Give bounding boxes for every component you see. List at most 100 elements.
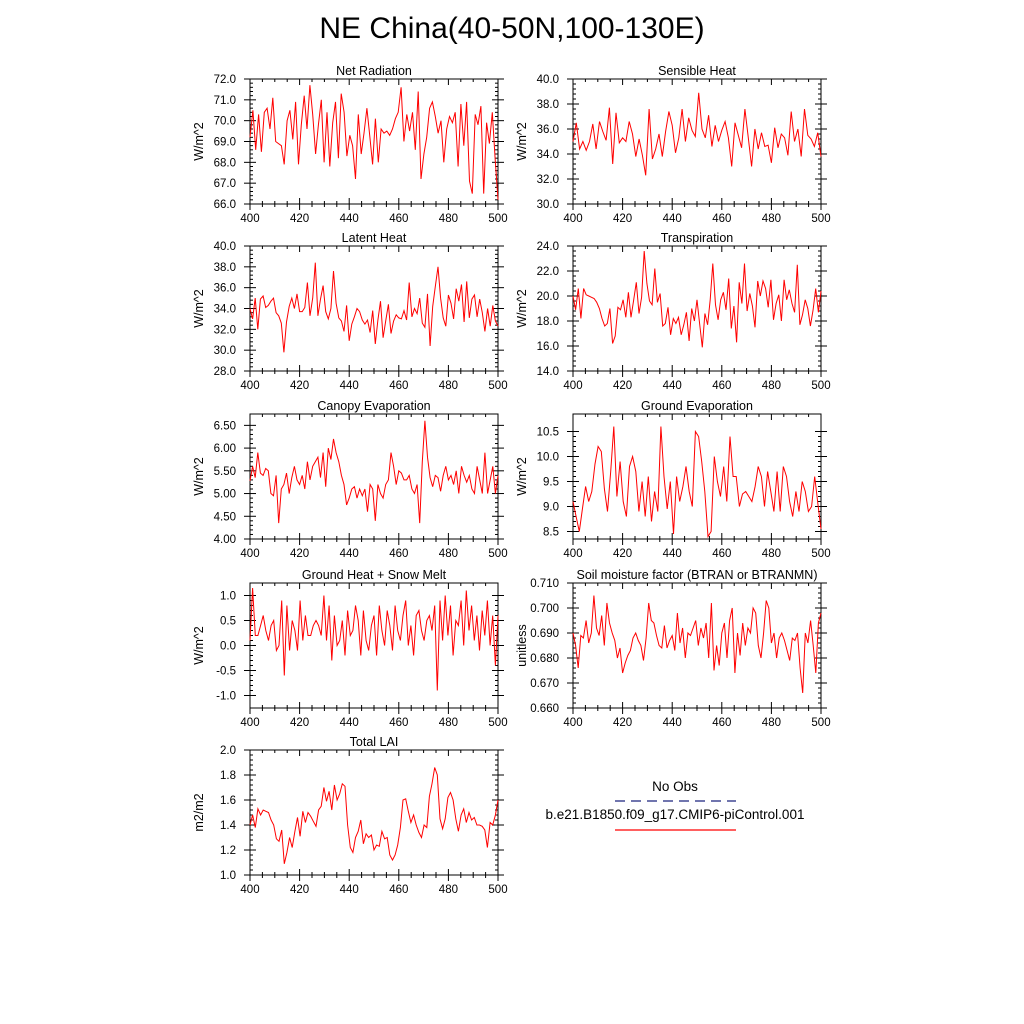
x-tick-label: 400 (240, 213, 259, 225)
plot-frame (249, 245, 499, 372)
y-tick-label: 30.0 (214, 345, 236, 357)
y-axis-label: W/m^2 (515, 457, 529, 496)
y-tick-label: 38.0 (214, 262, 236, 274)
x-tick-label: 440 (340, 380, 359, 392)
x-tick-label: 420 (613, 717, 632, 729)
y-tick-label: 66.0 (214, 199, 236, 211)
series-line-ground-heat-snow-melt (249, 587, 499, 691)
y-tick-label: 9.0 (543, 502, 559, 514)
y-tick-label: 1.8 (220, 770, 236, 782)
series-line-ground-evaporation (572, 426, 822, 539)
y-tick-label: 22.0 (537, 266, 559, 278)
y-axis-label: W/m^2 (192, 626, 206, 665)
x-tick-label: 480 (439, 884, 458, 896)
panel-title: Soil moisture factor (BTRAN or BTRANMN) (576, 568, 817, 582)
x-tick-label: 480 (439, 380, 458, 392)
x-tick-label: 480 (439, 213, 458, 225)
y-tick-label: 16.0 (537, 341, 559, 353)
y-tick-label: 5.50 (214, 466, 236, 478)
y-tick-label: -1.0 (216, 691, 236, 703)
x-tick-label: 460 (712, 717, 731, 729)
y-tick-label: 72.0 (214, 74, 236, 86)
y-tick-label: 30.0 (537, 199, 559, 211)
panel-title: Total LAI (350, 735, 399, 749)
x-tick-label: 460 (712, 213, 731, 225)
x-tick-label: 440 (340, 213, 359, 225)
x-tick-label: 440 (340, 717, 359, 729)
x-tick-label: 500 (488, 548, 507, 560)
x-tick-label: 400 (240, 548, 259, 560)
y-tick-label: 0.670 (530, 678, 559, 690)
panel-sensible-heat: Sensible Heat W/m^2 400 420 440 460 480 500 30.0… (515, 64, 831, 225)
x-tick-label: 400 (563, 548, 582, 560)
y-tick-label: 32.0 (214, 324, 236, 336)
x-tick-label: 400 (563, 380, 582, 392)
x-tick-label: 500 (811, 717, 830, 729)
x-tick-label: 440 (663, 548, 682, 560)
x-tick-label: 480 (762, 717, 781, 729)
y-tick-label: 36.0 (537, 124, 559, 136)
series-line-soil-moisture-factor-btran-or-btranmn (572, 595, 822, 694)
legend-obs-label: No Obs (652, 779, 698, 794)
x-tick-label: 400 (240, 380, 259, 392)
y-tick-label: 0.660 (530, 703, 559, 715)
x-tick-label: 440 (663, 380, 682, 392)
series-line-canopy-evaporation (249, 420, 499, 524)
y-tick-label: 1.4 (220, 820, 237, 832)
y-tick-label: 14.0 (537, 366, 559, 378)
y-tick-label: 4.50 (214, 511, 236, 523)
panel-title: Sensible Heat (658, 64, 736, 78)
plot-frame (572, 78, 822, 205)
x-tick-label: 480 (762, 213, 781, 225)
y-tick-label: 1.0 (220, 591, 236, 603)
y-tick-label: 6.00 (214, 443, 236, 455)
series-line-latent-heat (249, 262, 499, 353)
y-axis-label: m2/m2 (192, 793, 206, 831)
x-tick-label: 500 (488, 884, 507, 896)
y-tick-label: 10.0 (537, 452, 559, 464)
figure-title: NE China(40-50N,100-130E) (319, 12, 705, 45)
x-tick-label: 440 (663, 213, 682, 225)
y-axis-label: W/m^2 (515, 122, 529, 161)
series-line-sensible-heat (572, 92, 822, 176)
panel-total-lai: Total LAI m2/m2 400 420 440 460 480 500 1.0 1.2 1.… (192, 735, 508, 896)
x-tick-label: 440 (663, 717, 682, 729)
y-tick-label: 36.0 (214, 283, 236, 295)
y-axis-label: W/m^2 (515, 289, 529, 328)
y-tick-label: 70.0 (214, 116, 236, 128)
panel-ground-evaporation: Ground Evaporation W/m^2 400 420 440 460 480 50… (515, 399, 831, 560)
y-tick-label: 1.6 (220, 795, 236, 807)
y-tick-label: 0.5 (220, 616, 236, 628)
y-tick-label: 67.0 (214, 178, 236, 190)
y-tick-label: 34.0 (214, 304, 236, 316)
panel-net-radiation: Net Radiation W/m^2 400 420 440 460 480 500 66.0… (192, 64, 508, 225)
y-tick-label: 40.0 (537, 74, 559, 86)
x-tick-label: 500 (488, 717, 507, 729)
y-tick-label: 4.00 (214, 534, 236, 546)
x-tick-label: 460 (389, 213, 408, 225)
x-tick-label: 500 (488, 213, 507, 225)
y-tick-label: 32.0 (537, 174, 559, 186)
y-axis-label: unitless (515, 624, 529, 666)
x-tick-label: 440 (340, 884, 359, 896)
y-tick-label: 0.710 (530, 578, 559, 590)
y-tick-label: 1.0 (220, 870, 236, 882)
panel-title: Transpiration (661, 231, 734, 245)
y-tick-label: 10.5 (537, 427, 559, 439)
panel-transpiration: Transpiration W/m^2 400 420 440 460 480 500 14.0… (515, 231, 831, 392)
plot-frame (249, 749, 499, 876)
x-tick-label: 500 (488, 380, 507, 392)
y-tick-label: 0.700 (530, 603, 559, 615)
x-tick-label: 400 (240, 717, 259, 729)
y-tick-label: 1.2 (220, 845, 236, 857)
y-tick-label: 69.0 (214, 137, 236, 149)
panel-ground-heat-snow-melt: Ground Heat + Snow Melt W/m^2 400 420 440 460… (192, 568, 508, 729)
x-tick-label: 420 (290, 213, 309, 225)
x-tick-label: 480 (762, 548, 781, 560)
x-tick-label: 420 (290, 717, 309, 729)
y-tick-label: 71.0 (214, 95, 236, 107)
series-line-transpiration (572, 250, 822, 348)
x-tick-label: 420 (613, 380, 632, 392)
panel-soil-moisture-factor-btran-or-btranmn: Soil moisture factor (BTRAN or BTRANMN) u… (515, 568, 831, 729)
panel-title: Net Radiation (336, 64, 412, 78)
